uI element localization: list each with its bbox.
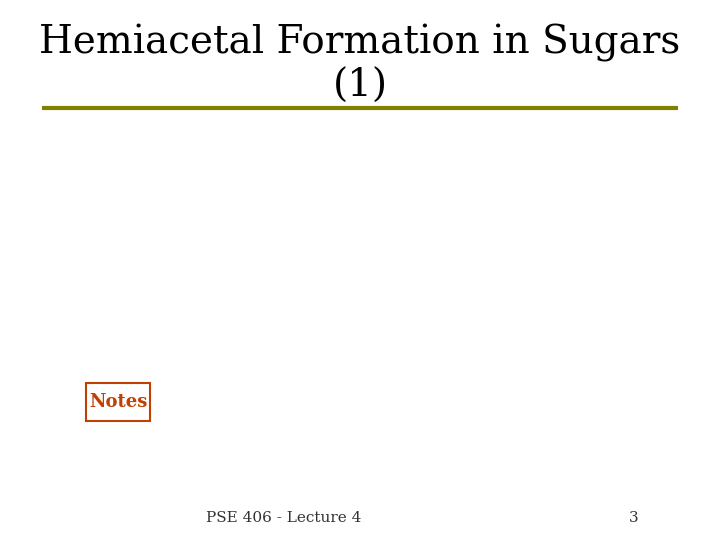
FancyBboxPatch shape [86,383,150,421]
Text: PSE 406 - Lecture 4: PSE 406 - Lecture 4 [206,511,361,525]
Text: 3: 3 [629,511,639,525]
Text: Hemiacetal Formation in Sugars
(1): Hemiacetal Formation in Sugars (1) [40,24,680,105]
Text: Notes: Notes [89,393,147,411]
